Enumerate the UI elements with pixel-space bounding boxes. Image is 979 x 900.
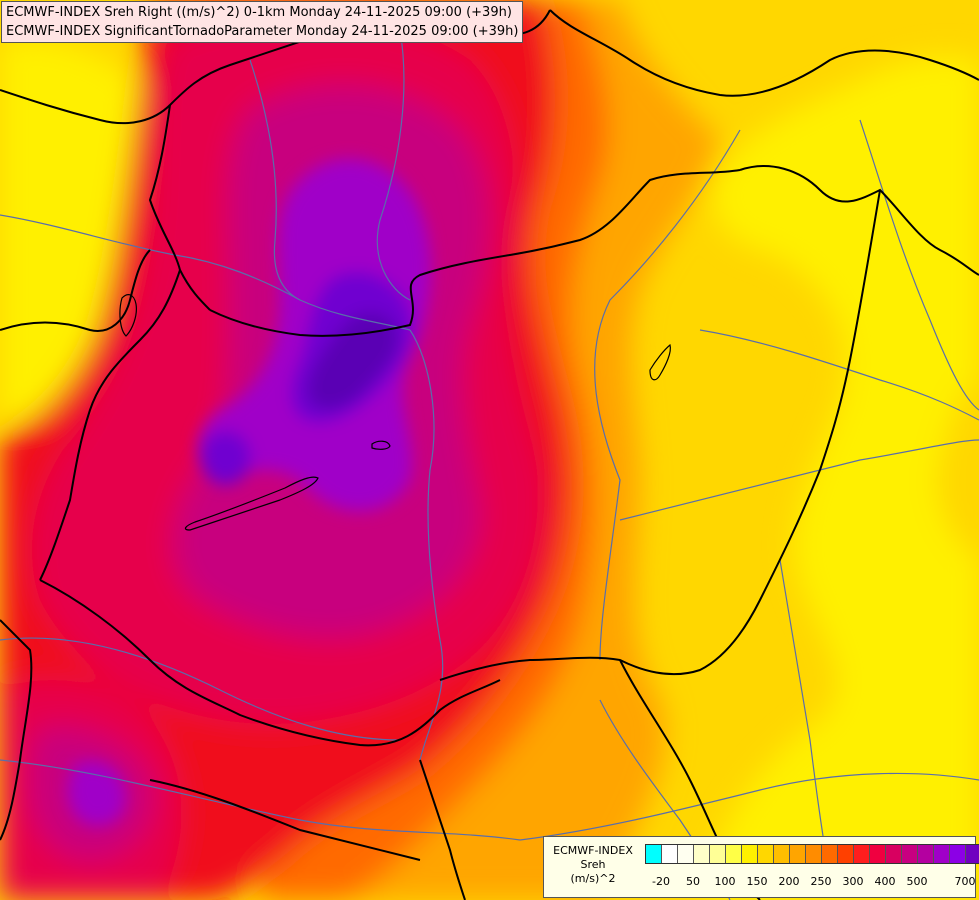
contour-purple-west — [201, 431, 251, 485]
legend-tick: 300 — [842, 875, 864, 888]
legend-tick: 100 — [714, 875, 736, 888]
legend-swatch — [710, 845, 726, 863]
river-sava — [0, 759, 521, 841]
title-box: ECMWF-INDEX Sreh Right ((m/s)^2) 0-1km M… — [1, 1, 524, 43]
border-slovenia — [0, 619, 33, 841]
legend-tick: 250 — [810, 875, 832, 888]
legend-swatch — [758, 845, 774, 863]
legend-swatch — [662, 845, 678, 863]
river-olt — [779, 559, 831, 881]
legend-swatch — [934, 845, 950, 863]
river-drava — [0, 637, 401, 741]
legend-swatch — [790, 845, 806, 863]
lake-neusiedl — [119, 294, 137, 337]
legend-swatch — [886, 845, 902, 863]
legend-tick: 400 — [874, 875, 896, 888]
legend-swatch — [854, 845, 870, 863]
river-lines — [0, 29, 979, 900]
river-tisza — [594, 129, 741, 661]
legend-swatch — [646, 845, 662, 863]
legend-tick: -20 — [652, 875, 670, 888]
contour-gold-east — [937, 380, 979, 560]
legend-colorbar — [645, 844, 979, 864]
border-hungary-romania — [439, 189, 881, 681]
legend-swatch — [774, 845, 790, 863]
legend-source: ECMWF-INDEX — [553, 844, 633, 857]
lake-velence — [371, 440, 391, 450]
border-austria-czech — [148, 104, 211, 311]
river-morava — [249, 59, 301, 301]
river-maros — [619, 439, 979, 521]
legend-swatch — [902, 845, 918, 863]
river-danube-lower — [519, 772, 979, 841]
legend-swatch — [694, 845, 710, 863]
legend-label: ECMWF-INDEX Sreh (m/s)^2 — [544, 844, 642, 886]
legend-swatch — [726, 845, 742, 863]
border-hungary-croatia — [39, 579, 501, 747]
lake-hortobagy — [649, 343, 671, 381]
title-line-stp: ECMWF-INDEX SignificantTornadoParameter … — [6, 24, 519, 39]
border-slovakia-hungary — [209, 169, 741, 337]
legend-swatch — [966, 845, 979, 863]
legend-tick: 500 — [906, 875, 928, 888]
border-slovakia-poland — [549, 9, 979, 97]
river-danube-upper — [0, 214, 411, 331]
title-line-sreh: ECMWF-INDEX Sreh Right ((m/s)^2) 0-1km M… — [6, 5, 512, 20]
legend-unit: (m/s)^2 — [570, 872, 616, 885]
legend-box: ECMWF-INDEX Sreh (m/s)^2 -20 50 100 150 200 2… — [543, 836, 979, 898]
contour-indigo — [307, 312, 399, 410]
river-prut — [859, 119, 979, 411]
legend-ticks: -20 50 100 150 200 250 300 400 500 700 — [645, 875, 975, 889]
legend-variable: Sreh — [580, 858, 606, 871]
river-danube-bend — [409, 329, 444, 761]
legend-tick: 700 — [954, 875, 976, 888]
legend-swatch — [950, 845, 966, 863]
legend-swatch — [742, 845, 758, 863]
river-szamos — [699, 329, 979, 421]
legend-swatch — [870, 845, 886, 863]
legend-swatch — [806, 845, 822, 863]
lake-balaton — [184, 476, 319, 531]
river-vah — [376, 29, 411, 301]
legend-tick: 50 — [686, 875, 700, 888]
legend-swatch — [838, 845, 854, 863]
lakes — [119, 294, 671, 531]
border-austria-hungary — [39, 269, 181, 581]
legend-swatch — [678, 845, 694, 863]
legend-swatch — [822, 845, 838, 863]
border-bosnia — [149, 779, 421, 861]
border-west-lake — [0, 249, 151, 332]
legend-tick: 150 — [746, 875, 768, 888]
legend-swatch — [918, 845, 934, 863]
border-croatia-serbia — [419, 759, 466, 900]
legend-tick: 200 — [778, 875, 800, 888]
